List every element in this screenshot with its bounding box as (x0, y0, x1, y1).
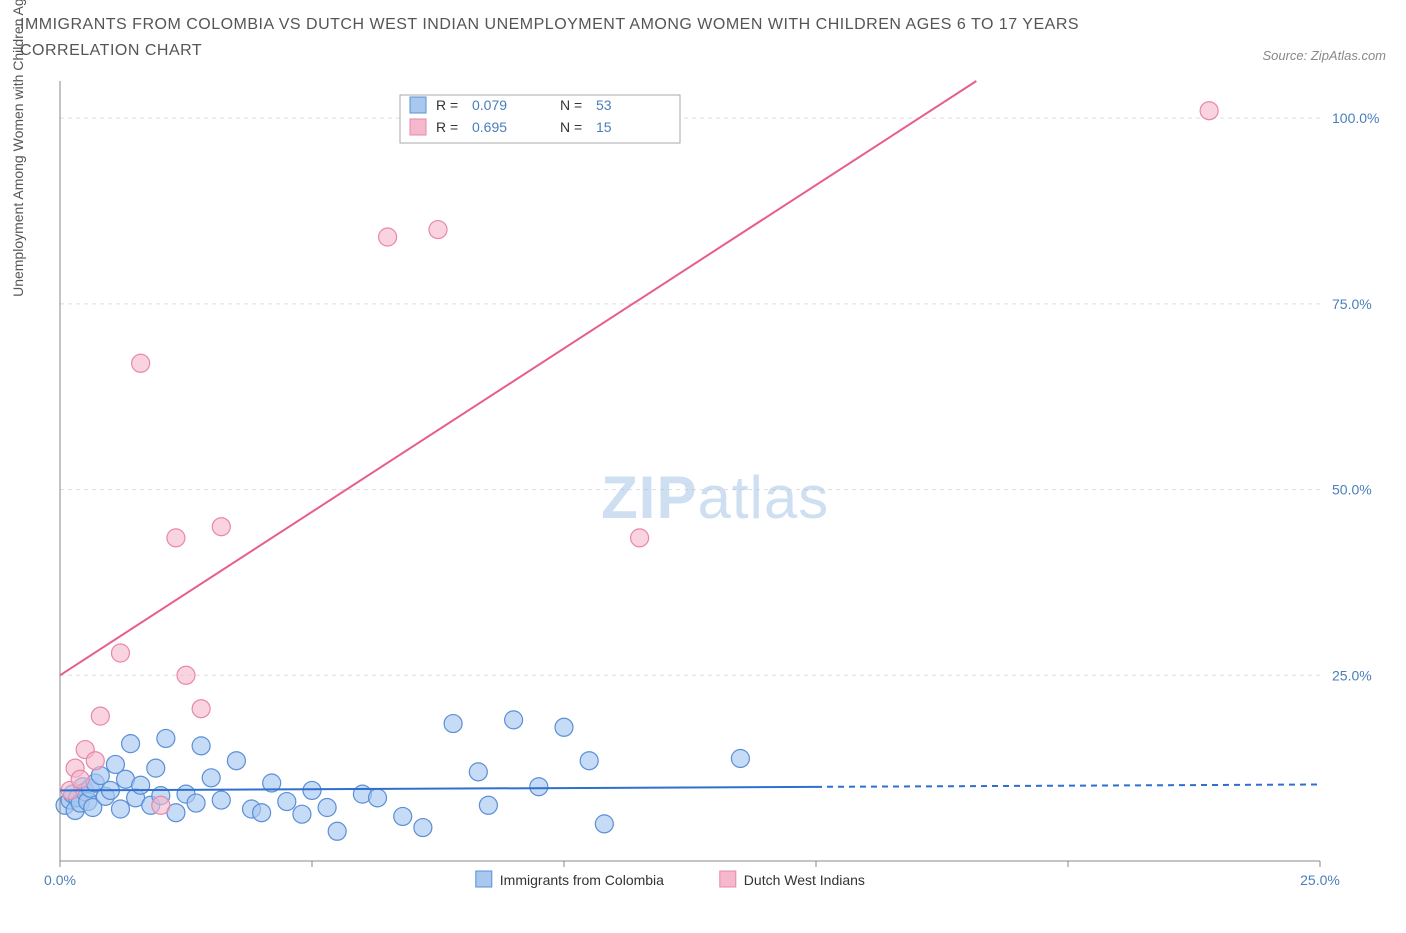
data-point (122, 735, 140, 753)
data-point (414, 819, 432, 837)
data-point (167, 529, 185, 547)
data-point (187, 794, 205, 812)
data-point (429, 221, 447, 239)
data-point (631, 529, 649, 547)
data-point (278, 793, 296, 811)
svg-text:0.695: 0.695 (472, 119, 507, 135)
regression-line-extrapolated (816, 785, 1320, 787)
data-point (530, 778, 548, 796)
legend-swatch (720, 871, 736, 887)
x-tick-label: 0.0% (44, 872, 76, 888)
data-point (328, 822, 346, 840)
data-point (202, 769, 220, 787)
data-point (303, 782, 321, 800)
data-point (91, 707, 109, 725)
data-point (152, 796, 170, 814)
data-point (444, 715, 462, 733)
y-tick-label: 100.0% (1332, 110, 1379, 126)
data-point (147, 759, 165, 777)
data-point (192, 700, 210, 718)
y-tick-label: 50.0% (1332, 482, 1372, 498)
legend-label: Immigrants from Colombia (500, 872, 664, 888)
svg-text:N =: N = (560, 119, 582, 135)
regression-line (60, 787, 816, 791)
data-point (227, 752, 245, 770)
data-point (379, 228, 397, 246)
data-point (253, 804, 271, 822)
svg-text:R =: R = (436, 97, 458, 113)
watermark: ZIPatlas (601, 464, 829, 531)
data-point (1200, 102, 1218, 120)
legend-swatch (476, 871, 492, 887)
svg-text:N =: N = (560, 97, 582, 113)
data-point (479, 796, 497, 814)
data-point (318, 799, 336, 817)
chart-title-line1: IMMIGRANTS FROM COLOMBIA VS DUTCH WEST I… (20, 12, 1079, 38)
data-point (293, 805, 311, 823)
source-attribution: Source: ZipAtlas.com (1262, 48, 1386, 63)
data-point (369, 789, 387, 807)
data-point (469, 763, 487, 781)
correlation-legend: R = 0.079 N = 53 R = 0.695 N = 15 (400, 95, 680, 143)
svg-text:15: 15 (596, 119, 612, 135)
data-point (731, 750, 749, 768)
data-point (111, 644, 129, 662)
data-point (157, 730, 175, 748)
svg-text:53: 53 (596, 97, 612, 113)
correlation-scatter-chart: 25.0% 50.0% 75.0% 100.0% ZIPatlas 0.0% 25.0% R … (20, 71, 1386, 921)
regression-line (60, 81, 976, 675)
svg-text:R =: R = (436, 119, 458, 135)
data-point (111, 800, 129, 818)
data-point (192, 737, 210, 755)
data-point (132, 354, 150, 372)
data-point (505, 711, 523, 729)
data-point (71, 770, 89, 788)
data-point (580, 752, 598, 770)
y-tick-label: 25.0% (1332, 667, 1372, 683)
chart-title-line2: CORRELATION CHART (20, 38, 1079, 64)
data-point (555, 718, 573, 736)
data-point (86, 752, 104, 770)
data-point (212, 518, 230, 536)
data-point (394, 808, 412, 826)
y-axis-title: Unemployment Among Women with Children A… (10, 0, 26, 297)
data-point (595, 815, 613, 833)
x-tick-label: 25.0% (1300, 872, 1340, 888)
y-tick-label: 75.0% (1332, 296, 1372, 312)
data-point (212, 791, 230, 809)
legend-label: Dutch West Indians (744, 872, 865, 888)
data-point (177, 666, 195, 684)
data-point (132, 776, 150, 794)
svg-text:0.079: 0.079 (472, 97, 507, 113)
